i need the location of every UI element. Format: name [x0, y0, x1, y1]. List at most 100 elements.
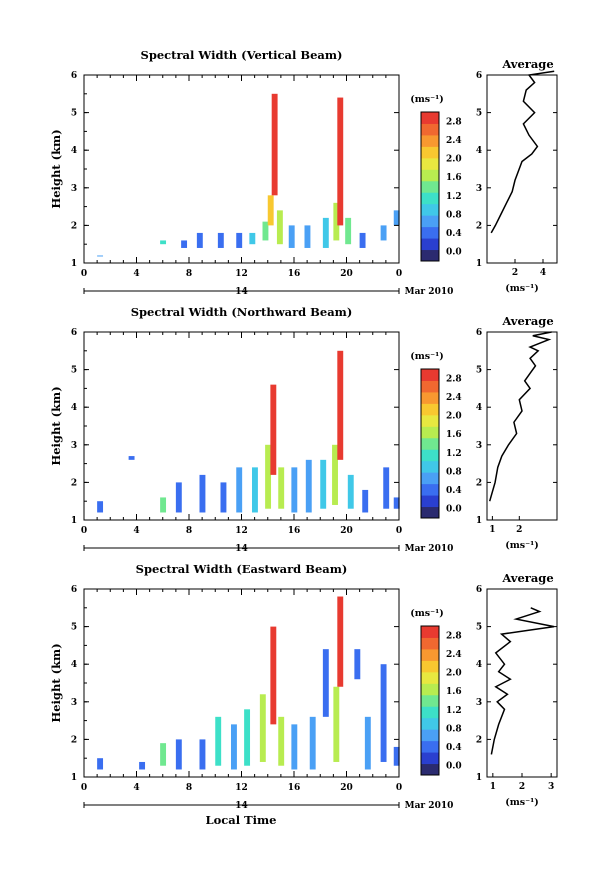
data-cell [199, 739, 206, 770]
avg-y-tick-label: 5 [476, 623, 482, 633]
avg-x-tick-label: 3 [548, 782, 554, 792]
colorbar-segment [421, 506, 439, 519]
colorbar-unit: (ms⁻¹) [410, 608, 444, 619]
avg-y-tick-label: 4 [476, 146, 482, 156]
date-day-label: 14 [235, 801, 248, 811]
colorbar-segment [421, 460, 439, 473]
data-cell [249, 232, 256, 245]
colorbar-unit: (ms⁻¹) [410, 94, 444, 105]
x-tick-label: 0 [81, 783, 87, 793]
data-cell [354, 649, 361, 680]
avg-y-tick-label: 2 [476, 221, 482, 231]
colorbar-tick-label: 2.0 [446, 412, 462, 422]
data-cell [347, 474, 354, 509]
data-cell [276, 210, 283, 245]
avg-y-tick-label: 1 [476, 259, 482, 269]
y-tick-label: 2 [71, 735, 77, 745]
colorbar-segment [421, 683, 439, 696]
average-xlabel: (ms⁻¹) [505, 283, 539, 294]
colorbar-tick-label: 2.8 [446, 631, 462, 641]
colorbar-segment [421, 717, 439, 730]
colorbar-segment [421, 226, 439, 239]
avg-y-tick-label: 3 [476, 184, 482, 194]
x-tick-label: 4 [133, 783, 139, 793]
colorbar-segment [421, 740, 439, 753]
avg-y-tick-label: 4 [476, 660, 482, 670]
data-cell [322, 217, 329, 248]
colorbar-tick-label: 0.0 [446, 248, 462, 258]
x-tick-label: 0 [81, 269, 87, 279]
colorbar-segment [421, 752, 439, 765]
data-cell [337, 97, 344, 226]
y-tick-label: 6 [71, 328, 77, 338]
x-tick-label: 0 [396, 526, 402, 536]
average-profile-line [488, 331, 552, 502]
colorbar-tick-label: 2.0 [446, 155, 462, 165]
data-cell [322, 649, 329, 717]
x-tick-label: 0 [396, 783, 402, 793]
avg-y-tick-label: 5 [476, 109, 482, 119]
data-cell [337, 596, 344, 687]
average-profile-line [490, 70, 555, 234]
y-tick-label: 5 [71, 366, 77, 376]
x-tick-label: 0 [81, 526, 87, 536]
data-cell [393, 210, 400, 226]
colorbar-segment [421, 180, 439, 193]
avg-y-tick-label: 6 [476, 328, 482, 338]
avg-y-tick-label: 4 [476, 403, 482, 413]
x-tick-label: 20 [340, 783, 353, 793]
data-cell [320, 459, 327, 509]
colorbar-segment [421, 626, 439, 638]
data-cell [160, 240, 167, 245]
y-tick-label: 3 [71, 441, 77, 451]
data-cell [160, 743, 167, 766]
avg-y-tick-label: 2 [476, 478, 482, 488]
avg-x-tick-label: 2 [512, 268, 518, 278]
y-tick-label: 4 [71, 660, 77, 670]
y-axis-label: Height (km) [49, 129, 63, 208]
data-cell [393, 497, 400, 509]
data-cell [97, 758, 104, 770]
data-cell [196, 232, 203, 248]
date-day-label: 14 [235, 287, 248, 297]
data-cell [305, 459, 312, 513]
data-cell [362, 489, 369, 513]
date-label: Mar 2010 [405, 544, 454, 554]
data-cell [380, 225, 387, 241]
date-label: Mar 2010 [405, 287, 454, 297]
y-axis-label: Height (km) [49, 386, 63, 465]
data-cell [270, 384, 277, 475]
panel-title: Spectral Width (Eastward Beam) [136, 562, 348, 576]
x-tick-label: 8 [186, 269, 192, 279]
colorbar-tick-label: 0.4 [446, 486, 462, 496]
avg-x-tick-label: 1 [490, 782, 496, 792]
average-xlabel: (ms⁻¹) [505, 797, 539, 808]
colorbar-segment [421, 694, 439, 707]
colorbar-tick-label: 2.4 [446, 136, 462, 146]
data-cell [332, 444, 338, 505]
colorbar-segment [421, 706, 439, 719]
x-tick-label: 16 [288, 269, 301, 279]
colorbar-unit: (ms⁻¹) [410, 351, 444, 362]
colorbar-segment [421, 437, 439, 450]
average-frame [486, 74, 558, 264]
colorbar-segment [421, 483, 439, 496]
colorbar-segment [421, 169, 439, 182]
data-cell [175, 482, 182, 513]
data-cell [278, 716, 285, 766]
data-cell [97, 501, 104, 513]
avg-y-tick-label: 3 [476, 441, 482, 451]
data-cell [270, 626, 277, 725]
avg-y-tick-label: 6 [476, 585, 482, 595]
data-cell [271, 93, 278, 196]
avg-y-tick-label: 6 [476, 71, 482, 81]
colorbar-segment [421, 671, 439, 684]
colorbar-tick-label: 1.6 [446, 687, 462, 697]
y-tick-label: 3 [71, 698, 77, 708]
data-cell [231, 724, 237, 770]
colorbar-segment [421, 203, 439, 216]
data-cell [181, 240, 188, 248]
colorbar-tick-label: 0.0 [446, 505, 462, 515]
data-cell [252, 467, 258, 513]
